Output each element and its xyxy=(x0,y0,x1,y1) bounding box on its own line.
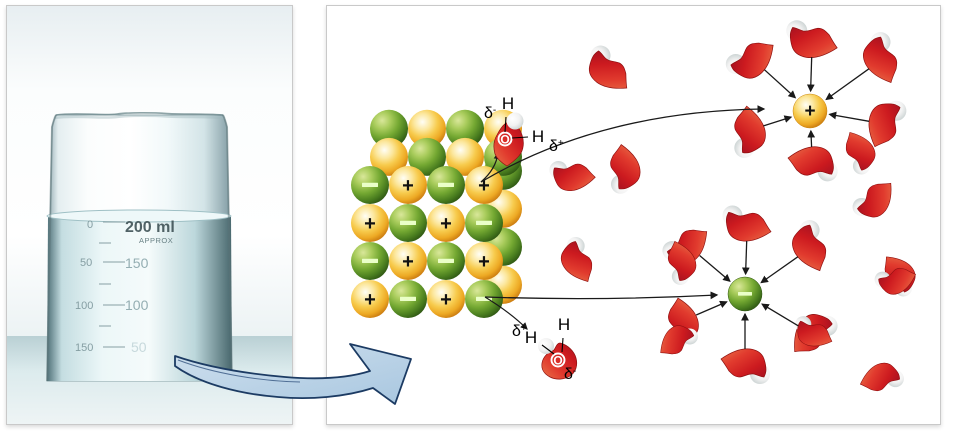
svg-text:+: + xyxy=(478,251,490,273)
svg-text:+: + xyxy=(440,289,452,311)
svg-text:+: + xyxy=(402,175,414,197)
svg-text:δ-: δ- xyxy=(564,366,576,384)
svg-text:+: + xyxy=(440,213,452,235)
svg-text:100: 100 xyxy=(75,300,93,312)
svg-text:150: 150 xyxy=(75,342,93,354)
svg-text:O: O xyxy=(500,133,509,147)
svg-text:0: 0 xyxy=(87,219,93,231)
svg-text:δ+: δ+ xyxy=(549,138,564,156)
svg-text:APPROX: APPROX xyxy=(139,236,173,245)
svg-text:+: + xyxy=(804,101,815,122)
svg-text:H: H xyxy=(532,127,544,146)
svg-text:200 ml: 200 ml xyxy=(125,219,175,236)
svg-text:50: 50 xyxy=(131,339,147,355)
svg-text:+: + xyxy=(364,289,376,311)
svg-text:150: 150 xyxy=(125,255,149,271)
svg-text:+: + xyxy=(364,213,376,235)
svg-text:100: 100 xyxy=(125,297,149,313)
svg-text:H: H xyxy=(558,315,570,334)
svg-text:+: + xyxy=(402,251,414,273)
svg-text:O: O xyxy=(553,354,562,368)
svg-text:50: 50 xyxy=(80,257,92,269)
svg-text:H: H xyxy=(502,94,514,113)
